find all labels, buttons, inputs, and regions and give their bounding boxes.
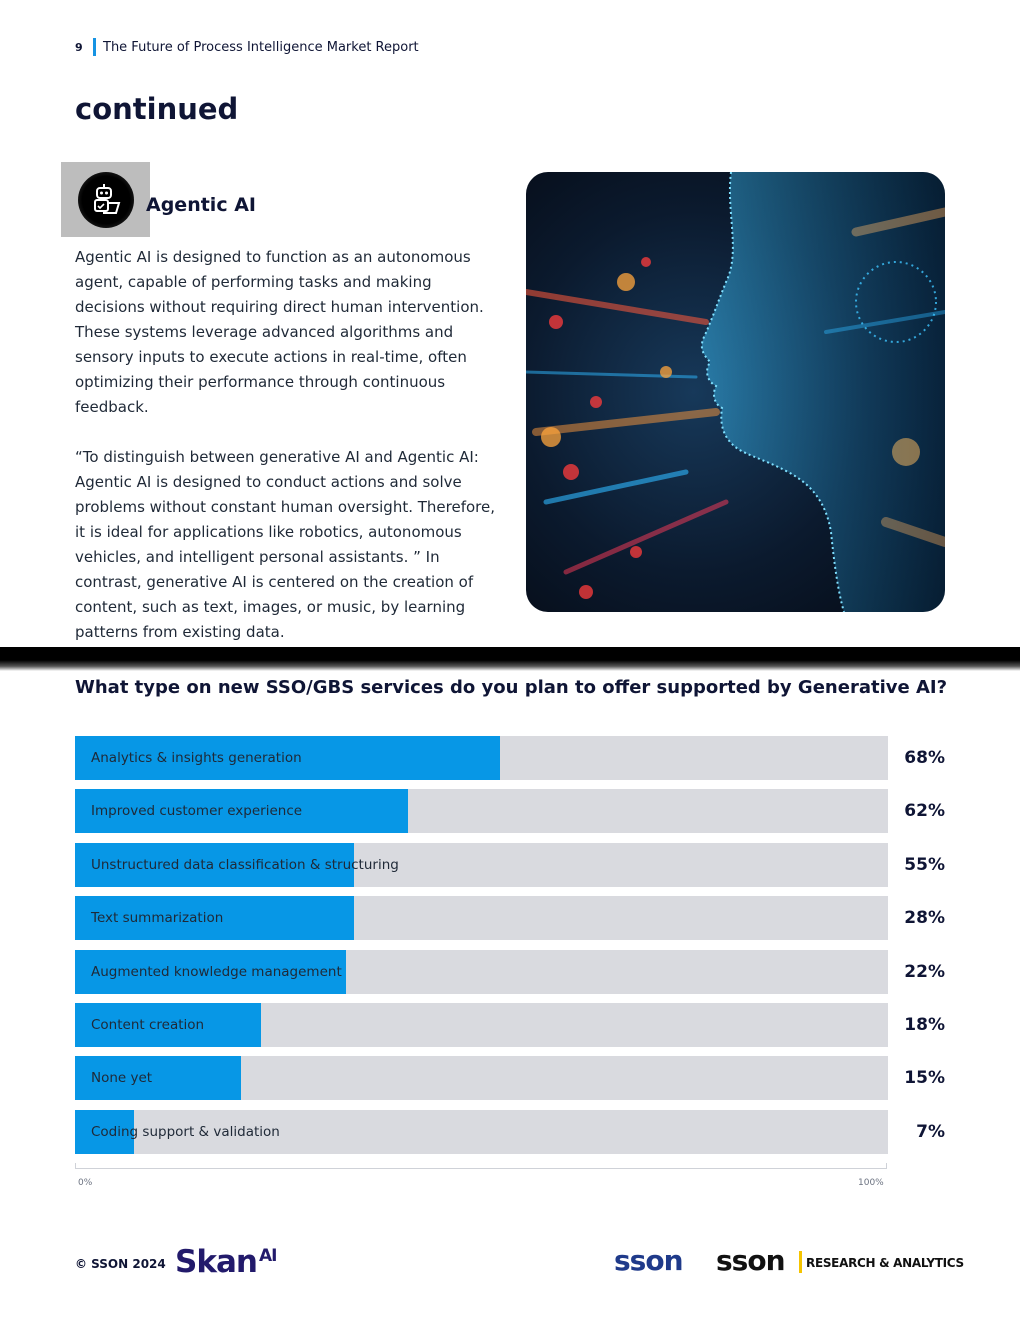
bar	[75, 789, 408, 833]
robot-icon-tile	[61, 162, 150, 237]
research-analytics-label: RESEARCH & ANALYTICS	[806, 1256, 964, 1270]
bar-label: Analytics & insights generation	[91, 750, 302, 766]
bar	[75, 843, 354, 887]
page-header: 9 The Future of Process Intelligence Mar…	[75, 38, 419, 56]
skan-logo-text: Skan	[175, 1244, 258, 1280]
bar-label: Augmented knowledge management	[91, 964, 342, 980]
bar-label: Text summarization	[91, 910, 224, 926]
chart-title: What type on new SSO/GBS services do you…	[75, 677, 948, 698]
bar-value-label: 7%	[916, 1122, 945, 1142]
bar-row: Coding support & validation 7%	[75, 1110, 945, 1154]
x-axis-tick	[75, 1163, 76, 1169]
bar-value-label: 22%	[904, 962, 945, 982]
bar-row: None yet 15%	[75, 1056, 945, 1100]
robot-icon	[77, 171, 134, 228]
header-accent-bar	[93, 38, 96, 56]
bar-value-label: 62%	[904, 801, 945, 821]
bar-label: None yet	[91, 1070, 153, 1086]
bar	[75, 896, 354, 940]
bar-row: Augmented knowledge management 22%	[75, 950, 945, 994]
ai-face-image	[526, 172, 945, 612]
bar	[75, 1110, 134, 1154]
bar-value-label: 28%	[904, 908, 945, 928]
section-title: Agentic AI	[146, 194, 256, 216]
bar-track	[75, 1110, 888, 1154]
bar-row: Text summarization 28%	[75, 896, 945, 940]
paragraph: Agentic AI is designed to function as an…	[75, 248, 484, 416]
section-divider	[0, 647, 1020, 671]
logo-divider	[799, 1251, 802, 1273]
bar	[75, 950, 346, 994]
bar-value-label: 18%	[904, 1015, 945, 1035]
continued-heading: continued	[75, 92, 239, 126]
page-number: 9	[75, 40, 83, 54]
x-tick-label: 0%	[78, 1178, 93, 1188]
bar	[75, 736, 500, 780]
section-body: Agentic AI is designed to function as an…	[75, 245, 500, 670]
skan-ai-logo: Skan AI	[175, 1244, 278, 1280]
sson-research-logo: sson	[716, 1244, 786, 1277]
paragraph: “To distinguish between generative AI an…	[75, 448, 496, 641]
bar-label: Coding support & validation	[91, 1124, 280, 1140]
bar-label: Improved customer experience	[91, 803, 303, 819]
bar-row: Unstructured data classification & struc…	[75, 843, 945, 887]
skan-logo-ai: AI	[258, 1246, 278, 1266]
bar	[75, 1003, 261, 1047]
bar-row: Improved customer experience 62%	[75, 789, 945, 833]
bar-value-label: 55%	[904, 855, 945, 875]
bar-value-label: 68%	[904, 748, 945, 768]
bar-row: Analytics & insights generation 68%	[75, 736, 945, 780]
x-axis-tick	[886, 1163, 887, 1169]
x-axis-line	[75, 1168, 887, 1169]
bar-label: Content creation	[91, 1017, 205, 1033]
bar-value-label: 15%	[904, 1068, 945, 1088]
sson-logo: sson	[614, 1244, 684, 1277]
bar	[75, 1056, 241, 1100]
report-title: The Future of Process Intelligence Marke…	[103, 39, 419, 55]
bar-row: Content creation 18%	[75, 1003, 945, 1047]
copyright: © SSON 2024	[75, 1257, 166, 1271]
bar-label: Unstructured data classification & struc…	[91, 857, 399, 873]
x-tick-label: 100%	[858, 1178, 884, 1188]
